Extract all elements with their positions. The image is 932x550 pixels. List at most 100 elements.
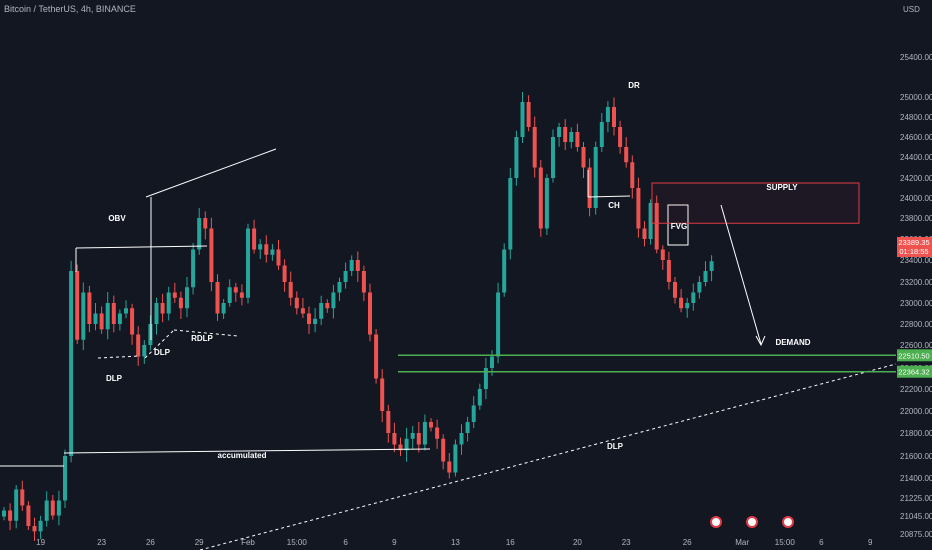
candle-body	[587, 167, 592, 208]
candle-body	[75, 271, 80, 340]
candle-body	[465, 422, 470, 433]
candle-body	[514, 137, 519, 178]
candle-body	[252, 228, 257, 250]
candle-body	[422, 422, 427, 445]
candle-body	[233, 287, 238, 293]
current-price-text: 23389.35	[898, 238, 929, 247]
candle-body	[99, 313, 104, 330]
currency-label: USD	[903, 5, 920, 14]
projection-arrow	[720, 204, 762, 345]
price-tick-label: 24800.00	[900, 113, 932, 122]
label-dlp-left: DLP	[106, 374, 123, 383]
projection-arrowhead	[755, 335, 766, 347]
candle-body	[209, 228, 214, 282]
candle-body	[709, 261, 714, 271]
obv-trendline	[145, 148, 277, 198]
candle-body	[398, 444, 403, 451]
label-rdlp: RDLP	[191, 334, 213, 343]
fvg-box	[667, 204, 689, 246]
candle-body	[490, 356, 494, 368]
candle-body	[483, 368, 488, 389]
candle-body	[178, 297, 183, 309]
candle-body	[502, 249, 507, 293]
time-axis[interactable]: 19 23 26 29 Feb 15:00 6 9 13 16 20 23 26 Mar 15:00 6 9	[36, 538, 873, 547]
candle-body	[44, 500, 49, 521]
label-accumulated: accumulated	[218, 451, 267, 460]
countdown-text: 01:18:55	[899, 247, 928, 256]
ch-line	[587, 195, 631, 198]
candle-body	[599, 122, 604, 147]
candle-body	[105, 303, 110, 330]
candle-body	[508, 178, 513, 250]
candle-body	[636, 188, 641, 229]
candle-body	[532, 127, 537, 168]
candle-body	[50, 500, 55, 516]
candle-body	[605, 107, 610, 122]
candle-body	[172, 292, 177, 298]
candle-body	[32, 526, 37, 532]
candle-body	[404, 438, 409, 451]
time-tick-label: 9	[392, 538, 397, 547]
obv-box-top	[75, 245, 208, 249]
demand-bottom-tag	[897, 365, 932, 378]
candle-body	[221, 303, 226, 314]
candle-body	[136, 334, 141, 357]
time-tick-label: Feb	[241, 538, 255, 547]
price-tick-label: 21600.00	[900, 452, 932, 461]
time-tick-label: 23	[622, 538, 631, 547]
label-dlp-bottom: DLP	[607, 442, 624, 451]
candle-body	[69, 271, 74, 456]
candle-body	[538, 167, 543, 229]
price-tick-label: 21400.00	[900, 474, 932, 483]
candle-body	[81, 292, 86, 340]
candle-body	[563, 127, 568, 142]
candle-body	[203, 218, 208, 229]
candle-body	[197, 218, 202, 250]
price-tick-label: 22600.00	[900, 341, 932, 350]
time-tick-label: 26	[683, 538, 692, 547]
candle-body	[264, 244, 269, 255]
supply-zone	[651, 182, 860, 224]
price-tick-label: 24200.00	[900, 174, 932, 183]
candle-body	[526, 102, 531, 127]
candle-body	[160, 303, 165, 314]
candle-body	[87, 292, 92, 324]
time-tick-label: 16	[506, 538, 515, 547]
price-tick-label: 22200.00	[900, 385, 932, 394]
label-supply: SUPPLY	[766, 183, 798, 192]
candle-body	[441, 438, 446, 462]
candle-body	[697, 282, 702, 293]
candle-body	[343, 271, 348, 282]
time-tick-label: 26	[146, 538, 155, 547]
price-tick-label: 25000.00	[900, 93, 932, 102]
dlp-left-line	[97, 355, 141, 359]
price-axis[interactable]: 20875.00 21045.00 21225.00 21400.00 21600.00…	[900, 53, 932, 539]
price-tick-label: 21225.00	[900, 494, 932, 503]
candle-body	[148, 324, 153, 345]
dlp-mid-line	[144, 329, 175, 359]
candle-body	[569, 132, 574, 142]
candle-body	[685, 303, 690, 309]
demand-top-tag	[897, 349, 932, 362]
label-fvg: FVG	[671, 222, 687, 231]
candle-body	[435, 427, 440, 439]
price-tick-label: 24600.00	[900, 133, 932, 142]
candle-body	[551, 137, 555, 178]
candle-body	[380, 378, 385, 411]
candle-body	[447, 461, 452, 473]
candle-body	[666, 260, 671, 282]
price-tick-label: 23400.00	[900, 256, 932, 265]
candle-body	[557, 127, 562, 137]
candle-body	[8, 510, 13, 521]
candle-body	[20, 489, 25, 506]
candle-body	[227, 287, 232, 303]
candle-body	[679, 297, 684, 309]
candle-body	[349, 260, 354, 271]
candle-body	[544, 178, 549, 229]
candle-body	[191, 249, 196, 288]
candle-body	[38, 520, 43, 532]
candle-body	[130, 308, 135, 335]
candle-body	[355, 260, 360, 271]
candle-body	[410, 433, 415, 439]
